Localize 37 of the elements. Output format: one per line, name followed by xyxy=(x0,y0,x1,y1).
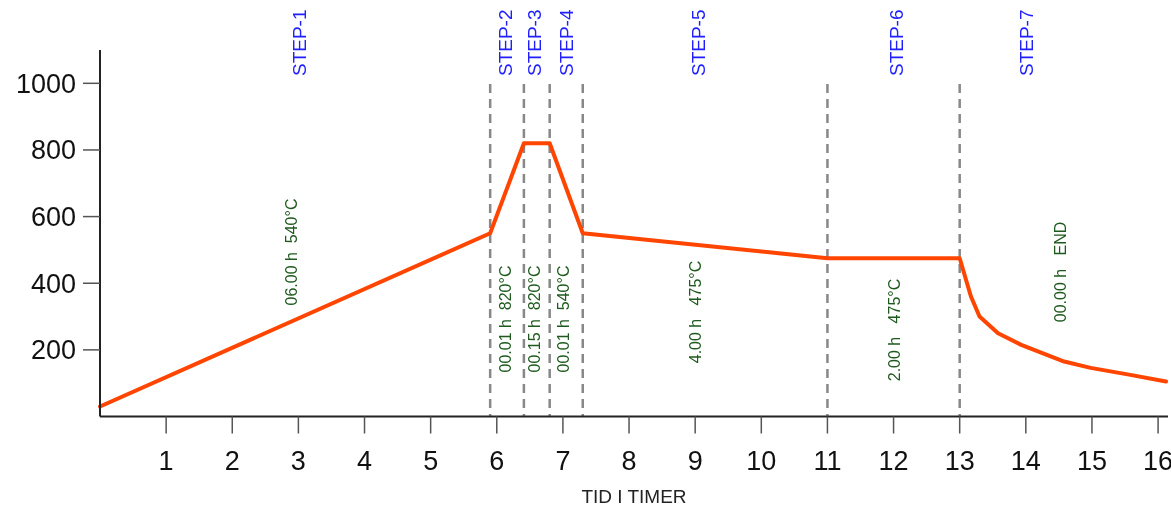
x-tick-label: 16 xyxy=(1143,446,1171,476)
annotation: STEP-5 xyxy=(687,9,709,76)
annotation: 4.00 h 475°C xyxy=(687,260,705,364)
x-tick-label: 5 xyxy=(423,446,439,476)
x-tick-label: 10 xyxy=(746,446,777,476)
annotation: 00.01 h 540°C xyxy=(554,265,572,373)
annotation: 00.00 h END xyxy=(1051,221,1069,323)
x-axis-title: TID I TIMER xyxy=(581,486,687,507)
annotation: STEP-1 xyxy=(288,9,310,76)
y-tick-label: 1000 xyxy=(15,68,76,99)
x-tick-label: 13 xyxy=(944,446,975,476)
x-tick-label: 8 xyxy=(621,446,637,476)
y-tick-label: 800 xyxy=(30,135,76,166)
annotation: 2.00 h 475°C xyxy=(885,278,903,382)
y-tick-label: 600 xyxy=(30,202,76,233)
x-tick-label: 11 xyxy=(813,446,842,476)
x-tick-label: 9 xyxy=(687,446,703,476)
y-tick-label: 200 xyxy=(30,335,76,366)
line-series xyxy=(98,141,1169,409)
x-tick-label: 7 xyxy=(555,446,571,476)
x-tick-label: 12 xyxy=(878,446,909,476)
annotation: 00.15 h 820°C xyxy=(526,265,544,373)
annotation: STEP-6 xyxy=(886,9,908,76)
annotation: 06.00 h 540°C xyxy=(283,198,301,306)
x-tick-label: 4 xyxy=(357,446,373,476)
annotation: 00.01 h 820°C xyxy=(496,265,514,373)
x-tick-label: 2 xyxy=(224,446,240,476)
x-tick-label: 3 xyxy=(290,446,306,476)
annotation: STEP-4 xyxy=(556,9,578,76)
y-tick-label: 400 xyxy=(30,268,76,299)
annotation: STEP-3 xyxy=(524,9,546,76)
annotation: STEP-7 xyxy=(1016,9,1038,76)
x-tick-label: 15 xyxy=(1076,446,1107,476)
x-tick-label: 1 xyxy=(158,446,174,476)
x-tick-label: 6 xyxy=(489,446,505,476)
x-tick-label: 14 xyxy=(1010,446,1041,476)
annotation: STEP-2 xyxy=(494,9,516,76)
